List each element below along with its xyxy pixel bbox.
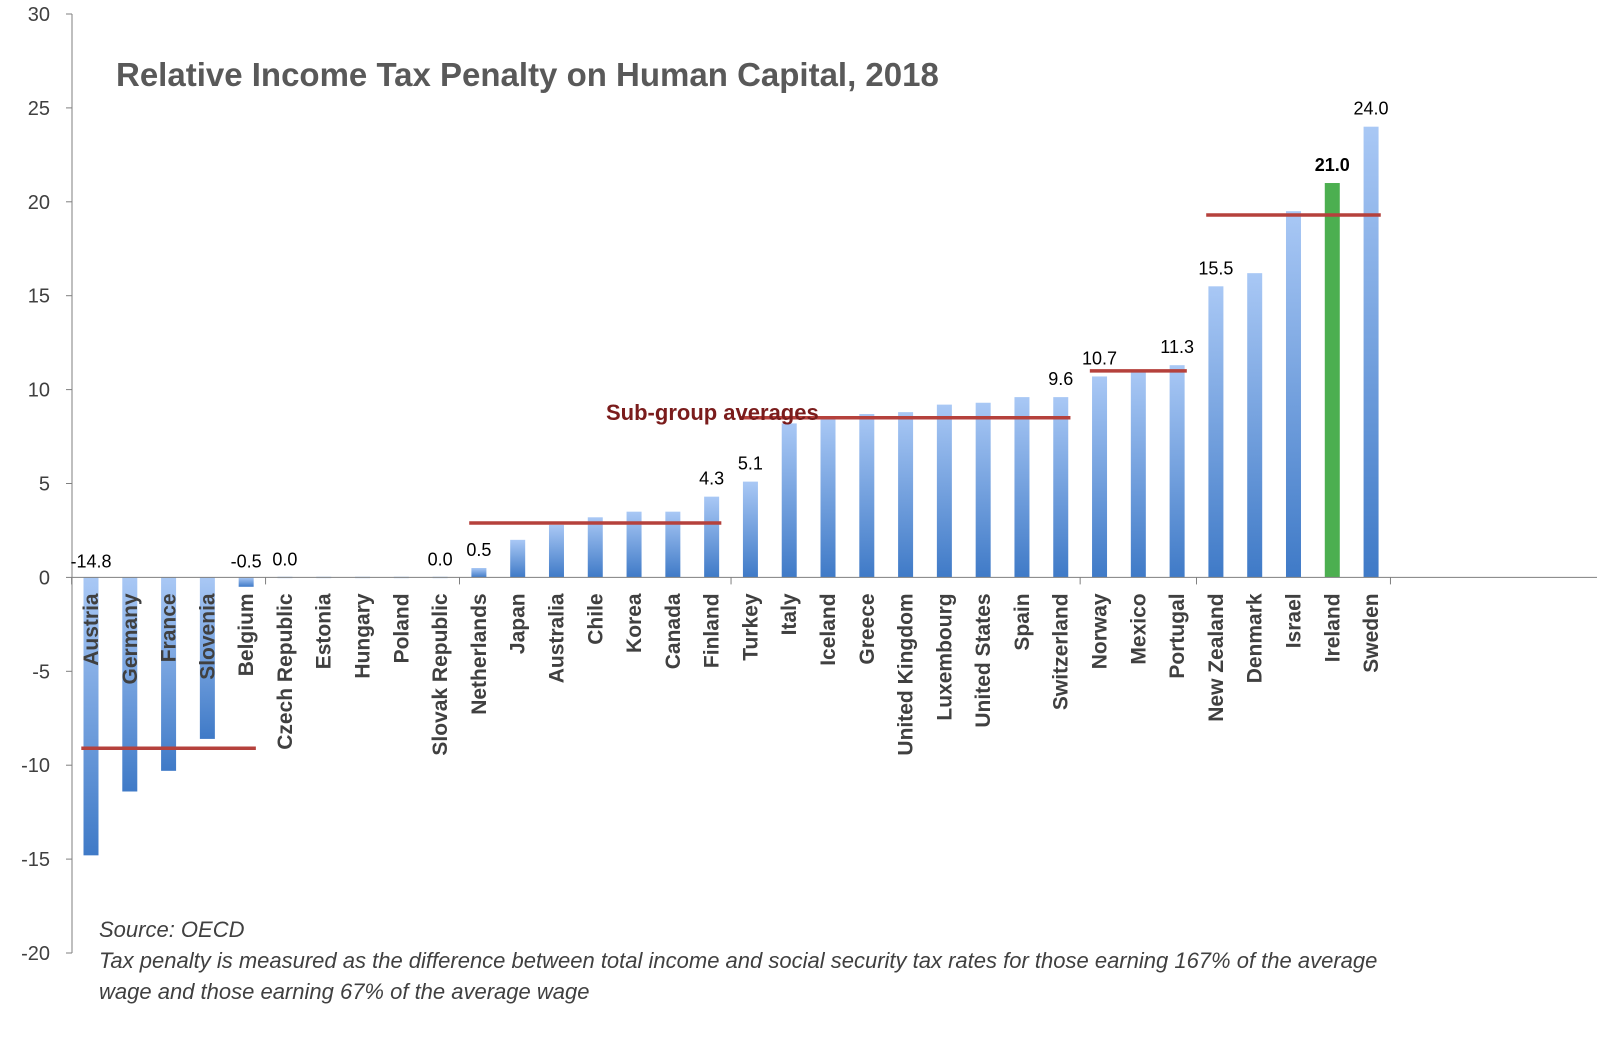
subgroup-averages-label: Sub-group averages <box>606 400 819 425</box>
x-category-label: Greece <box>856 593 879 664</box>
footnote-line-1: Tax penalty is measured as the differenc… <box>99 948 1377 973</box>
x-category-label: Spain <box>1011 593 1034 650</box>
y-tick-label: 30 <box>28 4 50 26</box>
x-category-label: Israel <box>1282 593 1305 648</box>
bar <box>665 511 681 578</box>
chart-title: Relative Income Tax Penalty on Human Cap… <box>116 56 939 93</box>
x-category-label: Sweden <box>1360 593 1383 672</box>
bar <box>704 496 720 578</box>
bar <box>820 417 836 578</box>
x-category-label: Slovenia <box>196 593 219 680</box>
axis-layer: 30 25 20 15 10 5 0 -5 -10 -15 -20 <box>21 4 1597 965</box>
bar <box>975 402 991 578</box>
x-category-label: United Kingdom <box>895 593 918 755</box>
bar <box>936 404 952 578</box>
x-category-label: Switzerland <box>1050 593 1073 710</box>
data-label: 4.3 <box>699 469 724 489</box>
x-category-label: Poland <box>390 593 413 663</box>
x-category-label: Korea <box>623 593 646 653</box>
data-label: 24.0 <box>1354 99 1389 119</box>
x-category-label: New Zealand <box>1205 593 1228 721</box>
bar <box>161 577 177 771</box>
bar-highlight <box>1324 183 1340 578</box>
y-tick-label: 10 <box>28 380 50 402</box>
bar <box>122 577 138 792</box>
bar <box>626 511 642 578</box>
y-tick-label: -10 <box>21 755 50 777</box>
x-category-label: Australia <box>545 593 568 683</box>
bar <box>1092 376 1108 578</box>
x-category-label: Canada <box>662 593 685 669</box>
y-tick-label: 5 <box>39 474 50 496</box>
bar <box>859 414 875 578</box>
x-category-label: Denmark <box>1244 593 1267 683</box>
bar <box>1169 365 1185 578</box>
data-label-highlight: 21.0 <box>1315 155 1350 175</box>
bar <box>548 524 564 578</box>
data-label: 15.5 <box>1198 258 1233 278</box>
source-note: Source: OECD <box>99 917 245 942</box>
x-category-label: Czech Republic <box>274 593 297 750</box>
y-tick-label: -5 <box>32 661 50 683</box>
bar <box>1014 397 1030 578</box>
bar <box>510 539 526 578</box>
bar <box>1053 397 1069 578</box>
data-label: 9.6 <box>1048 369 1073 389</box>
y-tick-label: 25 <box>28 98 50 120</box>
data-label: 11.3 <box>1160 337 1194 357</box>
bar <box>587 517 603 578</box>
bar <box>1130 370 1146 578</box>
data-label: 0.0 <box>272 549 297 569</box>
bar <box>781 423 797 578</box>
bar <box>1247 273 1263 578</box>
bar <box>83 577 99 856</box>
x-category-label: Turkey <box>739 593 762 661</box>
y-tick-label: 0 <box>39 567 50 589</box>
x-category-label: Norway <box>1089 593 1112 669</box>
x-category-label: Germany <box>119 593 142 684</box>
labels-layer: Austria Germany France Slovenia Belgium Czech… <box>70 99 1388 756</box>
data-label: -14.8 <box>70 551 111 571</box>
x-category-label: Chile <box>584 593 607 644</box>
averages-layer <box>81 213 1381 751</box>
x-category-label: Ireland <box>1321 593 1344 662</box>
bar <box>1363 126 1379 578</box>
data-label: 0.0 <box>428 549 453 569</box>
x-category-label: Iceland <box>817 593 840 665</box>
bar <box>238 577 254 587</box>
y-tick-label: 15 <box>28 286 50 308</box>
x-category-label: Netherlands <box>468 593 491 714</box>
y-tick-label: 20 <box>28 192 50 214</box>
x-category-label: United States <box>972 593 995 727</box>
footnote-line-2: wage and those earning 67% of the averag… <box>99 979 589 1004</box>
x-category-label: Belgium <box>235 593 258 676</box>
x-category-label: Finland <box>701 593 724 668</box>
bar <box>898 412 914 578</box>
x-category-label: Italy <box>778 593 801 635</box>
x-category-label: Hungary <box>352 593 375 679</box>
x-category-label: Slovak Republic <box>429 593 452 756</box>
data-label: 10.7 <box>1082 348 1117 368</box>
y-tick-label: -20 <box>21 943 50 965</box>
x-category-label: Portugal <box>1166 593 1189 678</box>
bar <box>471 568 487 578</box>
x-category-label: Japan <box>507 593 530 654</box>
x-category-label: Mexico <box>1127 593 1150 664</box>
bar <box>1285 211 1301 578</box>
bars-layer <box>83 126 1379 856</box>
data-label: 5.1 <box>738 454 763 474</box>
x-category-label: Austria <box>80 593 103 666</box>
data-label: -0.5 <box>231 551 262 571</box>
data-label: 0.5 <box>466 540 491 560</box>
x-category-label: Estonia <box>313 593 336 669</box>
x-category-label: Luxembourg <box>933 593 956 720</box>
bar <box>742 481 758 578</box>
bar <box>1208 286 1224 578</box>
y-tick-label: -15 <box>21 849 50 871</box>
x-category-label: France <box>158 593 181 662</box>
bar <box>199 577 215 739</box>
